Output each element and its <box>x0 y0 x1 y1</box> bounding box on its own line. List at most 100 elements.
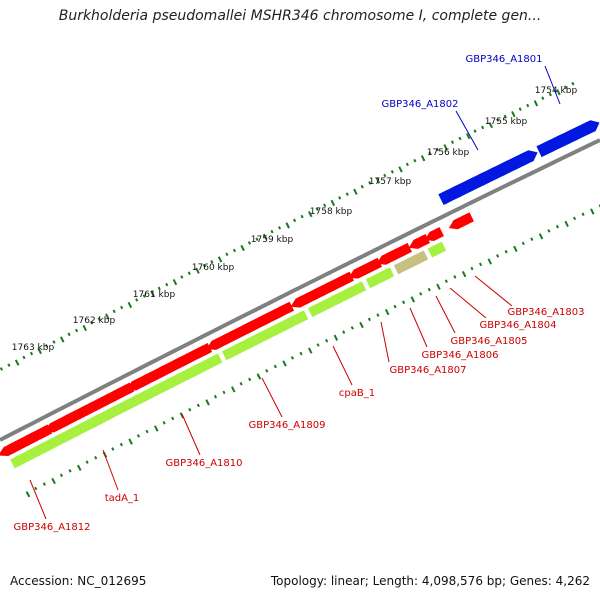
tick-mark <box>256 373 262 380</box>
tick-mark <box>538 233 544 240</box>
accession-label: Accession: NC_012695 <box>10 574 147 588</box>
tick-mark <box>277 226 282 230</box>
gene-label-GBP346_A1801: GBP346_A1801 <box>465 54 542 65</box>
cds-feature <box>10 353 223 469</box>
scale-label: 1763 kbp <box>12 343 55 353</box>
tick-mark <box>526 103 530 108</box>
tick-mark <box>393 304 397 309</box>
tick-mark <box>556 89 561 96</box>
tick-mark <box>323 203 327 208</box>
tick-mark <box>444 279 448 283</box>
tick-mark <box>518 107 522 111</box>
tick-mark <box>541 96 545 101</box>
scale-label: 1757 kbp <box>369 177 412 187</box>
topology-label: Topology: linear; Length: 4,098,576 bp; … <box>270 574 590 588</box>
tick-mark <box>413 158 417 163</box>
tick-mark <box>359 321 364 329</box>
tick-mark <box>217 256 223 263</box>
tick-mark <box>338 196 342 200</box>
reverse-gene <box>448 212 474 230</box>
tick-mark <box>530 237 534 241</box>
tick-mark <box>458 136 462 141</box>
tick-mark <box>564 220 569 228</box>
tick-mark <box>316 343 320 347</box>
tick-mark <box>367 317 371 322</box>
tick-mark <box>384 309 390 316</box>
cds-feature <box>393 250 429 275</box>
tick-mark <box>255 237 259 241</box>
tick-mark <box>42 482 46 486</box>
reverse-gene <box>348 257 382 279</box>
backbone-line <box>0 138 600 442</box>
tick-mark <box>300 214 304 219</box>
tick-mark <box>120 305 124 310</box>
tick-mark <box>180 275 184 279</box>
tick-mark <box>77 464 82 471</box>
tick-mark <box>478 262 483 267</box>
tick-mark <box>513 245 518 253</box>
tick-mark <box>368 181 372 185</box>
scale-label: 1761 kbp <box>133 290 176 300</box>
leader-line <box>544 65 561 105</box>
tick-mark <box>97 317 101 321</box>
forward-gene-GBP346_A1801 <box>536 120 600 158</box>
gene-label-GBP346_A1807: GBP346_A1807 <box>389 365 466 376</box>
scale-tick-row <box>0 81 575 371</box>
tick-mark <box>290 356 295 360</box>
tick-mark <box>427 287 431 292</box>
tick-mark <box>187 271 191 276</box>
tick-mark <box>375 177 381 184</box>
tick-mark <box>376 313 380 317</box>
scale-label: 1759 kbp <box>251 235 294 245</box>
scale-label: 1756 kbp <box>427 148 470 158</box>
tick-mark <box>136 434 141 438</box>
tick-mark <box>473 129 477 133</box>
tick-mark <box>390 169 394 174</box>
tick-mark <box>419 292 423 296</box>
scale-label: 1762 kbp <box>73 316 116 326</box>
tick-mark <box>44 344 49 348</box>
tick-mark <box>232 248 236 253</box>
tick-mark <box>25 491 31 498</box>
cds-feature <box>307 281 367 318</box>
reverse-gene <box>290 271 354 308</box>
tick-mark <box>533 100 539 107</box>
tick-mark <box>307 347 313 354</box>
tick-mark <box>481 125 485 130</box>
tick-mark <box>210 260 214 264</box>
tick-mark <box>37 347 42 355</box>
leader-line <box>435 295 456 334</box>
tick-mark <box>563 85 567 90</box>
reverse-gene <box>408 234 430 249</box>
tick-mark <box>487 258 492 265</box>
tick-mark <box>571 81 575 86</box>
tick-mark <box>112 309 116 314</box>
tick-mark <box>196 403 200 408</box>
tick-mark <box>127 301 133 309</box>
tick-mark <box>34 486 38 491</box>
tick-mark <box>157 286 161 291</box>
tick-mark <box>590 208 595 215</box>
gene-label-GBP346_A1805: GBP346_A1805 <box>450 336 527 347</box>
tick-mark <box>572 216 577 221</box>
tick-mark <box>581 212 585 217</box>
tick-mark <box>496 118 500 122</box>
tick-mark <box>7 363 11 367</box>
tick-mark <box>345 192 349 196</box>
tick-mark <box>179 412 185 419</box>
tick-mark <box>135 298 139 302</box>
leader-line <box>455 110 479 151</box>
tick-mark <box>496 254 500 258</box>
tick-mark <box>504 249 508 254</box>
tick-mark <box>465 133 471 140</box>
tick-mark <box>29 351 34 356</box>
gene-label-GBP346_A1803: GBP346_A1803 <box>507 307 584 318</box>
scale-label: 1754 kbp <box>535 86 578 96</box>
gene-label-GBP346_A1804: GBP346_A1804 <box>479 320 556 331</box>
tick-mark <box>470 266 474 271</box>
leader-line <box>474 275 513 307</box>
tick-mark <box>171 416 175 421</box>
reverse-gene <box>424 227 444 241</box>
tick-mark <box>285 222 290 229</box>
